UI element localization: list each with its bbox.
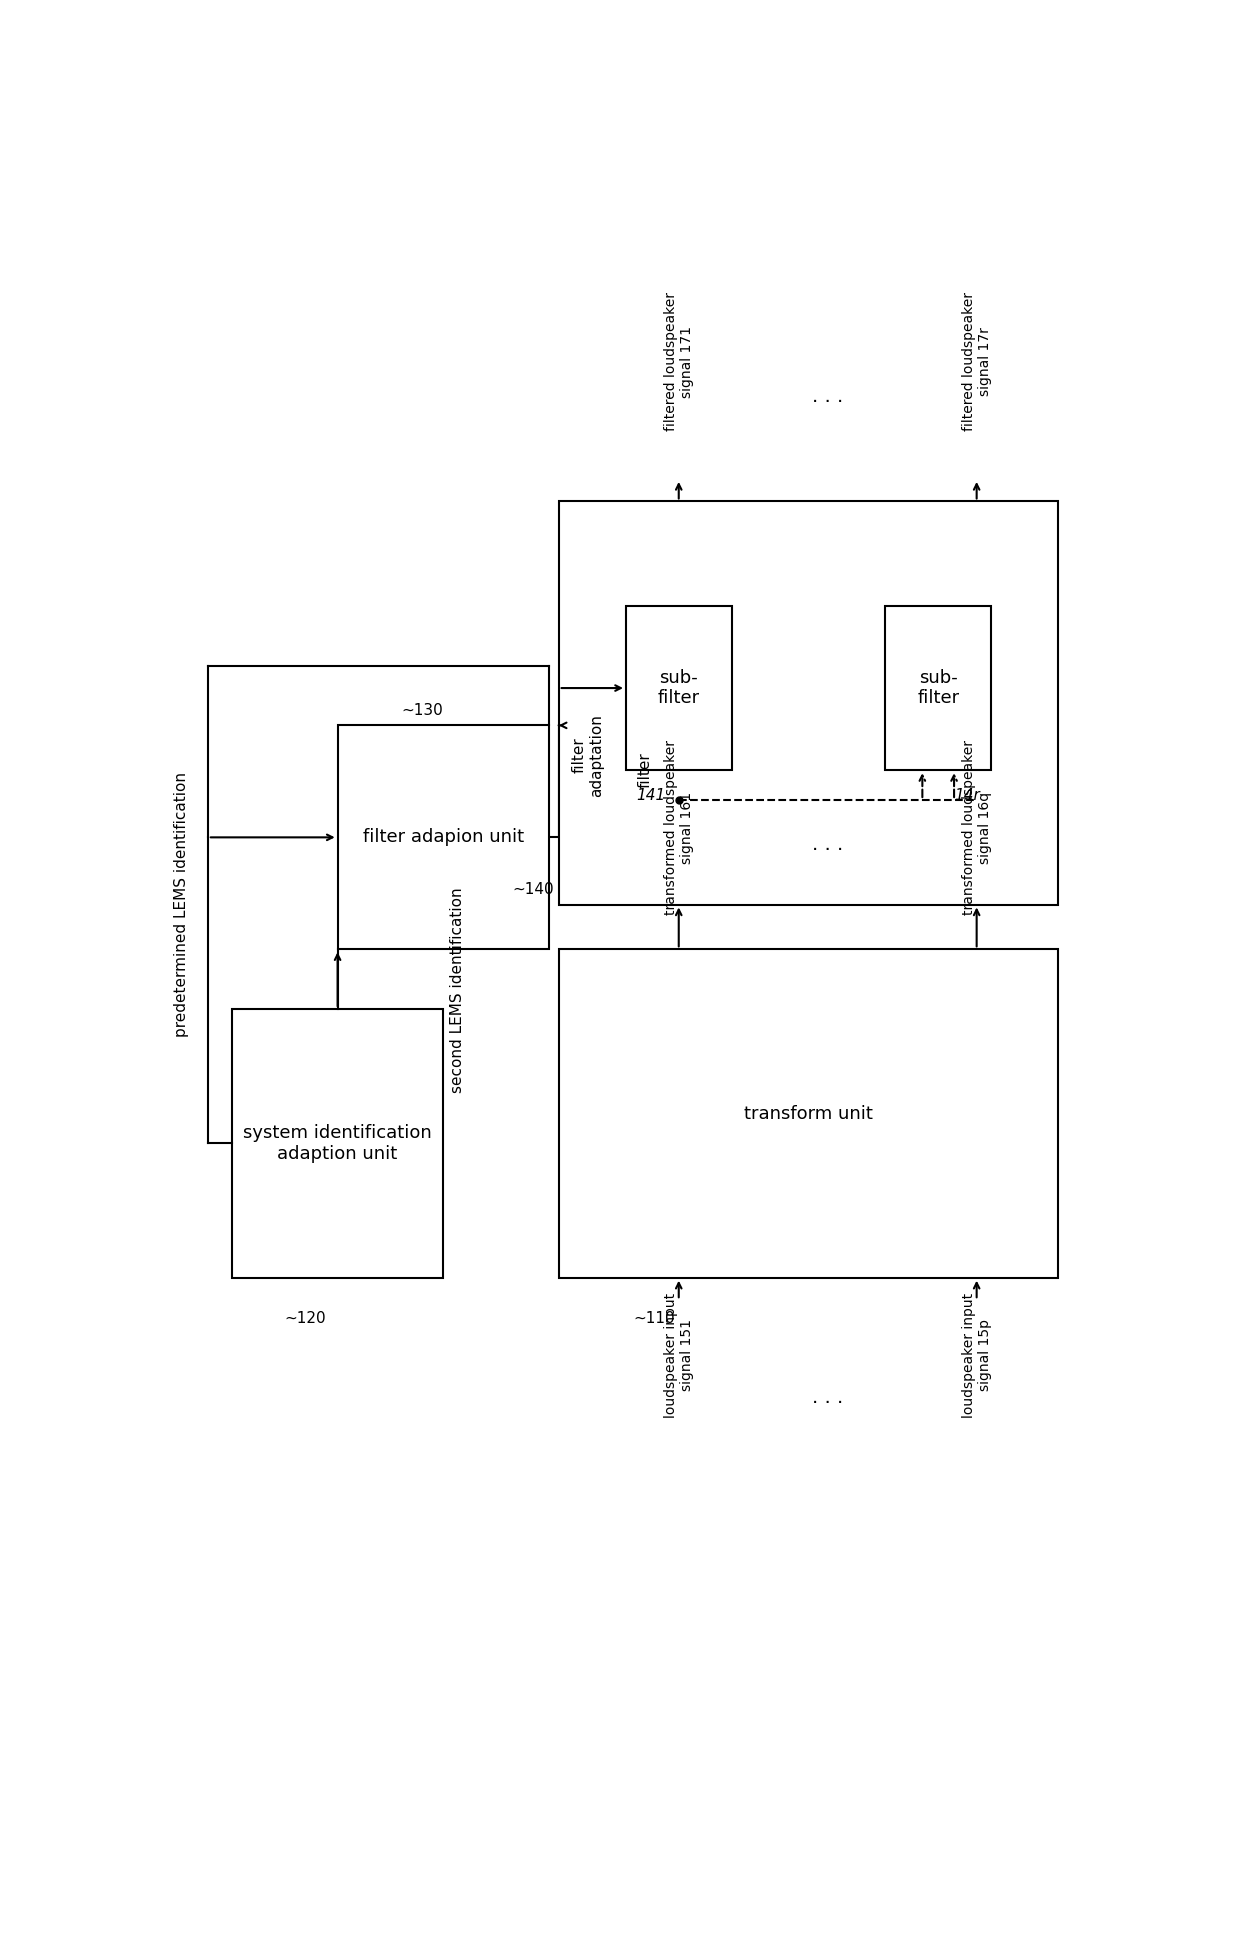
- FancyBboxPatch shape: [885, 605, 991, 770]
- Text: filter: filter: [637, 752, 652, 787]
- FancyBboxPatch shape: [337, 725, 549, 950]
- Text: predetermined LEMS identification: predetermined LEMS identification: [175, 772, 190, 1037]
- Text: filtered loudspeaker
signal 17r: filtered loudspeaker signal 17r: [961, 293, 992, 430]
- Text: ~120: ~120: [285, 1311, 326, 1326]
- Text: second LEMS identification: second LEMS identification: [450, 888, 465, 1094]
- Text: loudspeaker input
signal 15p: loudspeaker input signal 15p: [961, 1293, 992, 1417]
- Text: . . .: . . .: [812, 388, 843, 407]
- FancyBboxPatch shape: [558, 950, 1058, 1278]
- Text: transform unit: transform unit: [744, 1105, 873, 1123]
- Text: filtered loudspeaker
signal 171: filtered loudspeaker signal 171: [663, 293, 694, 430]
- Text: 14r: 14r: [955, 787, 981, 803]
- Text: ~130: ~130: [401, 704, 443, 717]
- Text: ~140: ~140: [512, 882, 554, 898]
- Text: sub-
filter: sub- filter: [657, 669, 699, 708]
- Text: . . .: . . .: [812, 1388, 843, 1406]
- Text: loudspeaker input
signal 151: loudspeaker input signal 151: [663, 1293, 694, 1417]
- Text: transformed loudspeaker
signal 161: transformed loudspeaker signal 161: [663, 741, 694, 915]
- Text: ~110: ~110: [634, 1311, 676, 1326]
- Text: sub-
filter: sub- filter: [918, 669, 960, 708]
- Text: system identification
adaption unit: system identification adaption unit: [243, 1125, 432, 1163]
- Text: filter adapion unit: filter adapion unit: [363, 828, 523, 845]
- Text: . . .: . . .: [812, 836, 843, 855]
- Text: filter
adaptation: filter adaptation: [572, 714, 604, 797]
- Text: transformed loudspeaker
signal 16q: transformed loudspeaker signal 16q: [961, 741, 992, 915]
- FancyBboxPatch shape: [558, 502, 1058, 904]
- FancyBboxPatch shape: [232, 1008, 444, 1278]
- Text: 141: 141: [636, 787, 666, 803]
- FancyBboxPatch shape: [626, 605, 732, 770]
